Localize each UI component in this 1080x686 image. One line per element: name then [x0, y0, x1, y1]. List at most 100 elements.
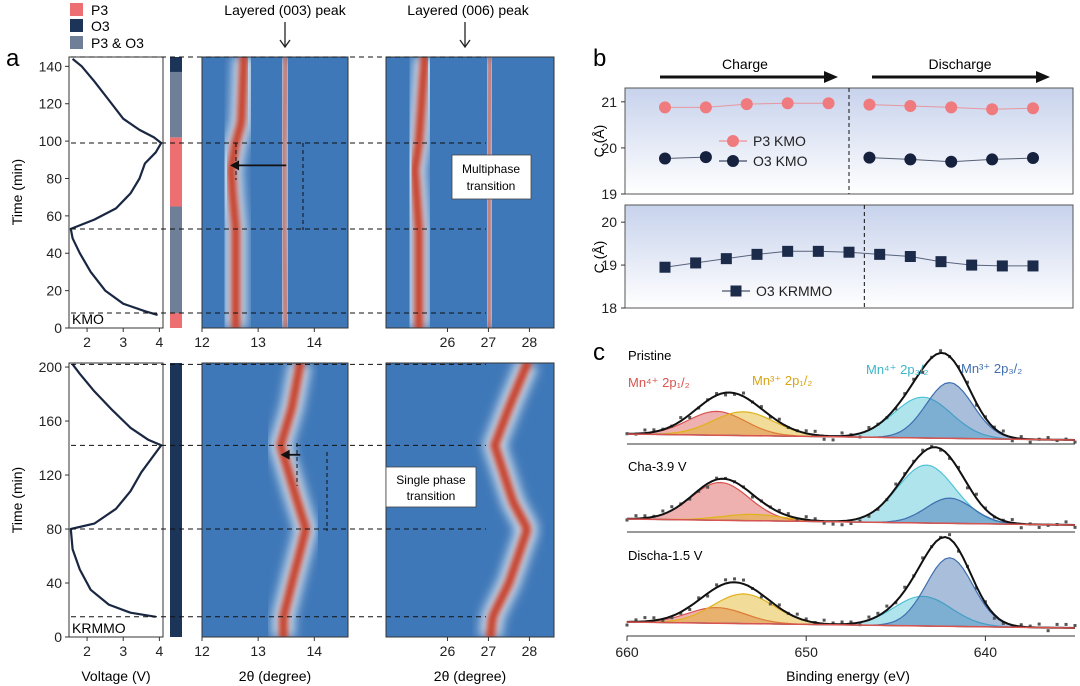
x-tick-label: 14: [307, 643, 323, 659]
legend-label: P3 KMO: [753, 133, 806, 149]
xps-data-point: [661, 509, 665, 513]
x-tick-label: 26: [440, 643, 456, 659]
xps-state-discharge: Discha-1.5 V: [628, 548, 703, 563]
voltage-xlabel: Voltage (V): [81, 668, 150, 684]
xps-data-point: [939, 349, 943, 353]
discharge-label: Discharge: [928, 56, 991, 72]
data-point: [935, 256, 947, 268]
xps-data-point: [885, 604, 889, 608]
xps-data-point: [948, 533, 952, 537]
data-point: [699, 101, 712, 114]
legend-label-p3-o3: P3 & O3: [91, 35, 144, 51]
down-arrow-icon: [459, 22, 471, 49]
xps-data-point: [777, 417, 781, 421]
y-tick-label: 19: [601, 257, 617, 273]
data-point: [843, 246, 855, 258]
peak-003-title: Layered (003) peak: [224, 2, 346, 18]
xps-data-point: [939, 448, 943, 452]
x-tick-label: 4: [155, 643, 163, 659]
data-point: [740, 98, 753, 111]
peak-trace: [276, 363, 310, 637]
xps-data-point: [822, 618, 826, 622]
multiphase-line-1: Multiphase: [462, 162, 520, 176]
xps-data-point: [741, 578, 745, 582]
xps-data-point: [804, 617, 808, 621]
y-tick-label: 21: [601, 94, 617, 110]
xps-baseline: [626, 621, 1076, 629]
data-point: [699, 151, 712, 164]
xps-data-point: [1010, 624, 1014, 628]
ylabel-bottom: Time (min): [9, 467, 25, 533]
x-tick-label: 640: [974, 644, 998, 660]
x-tick-label: 660: [615, 644, 639, 660]
shift-arrow-head: [280, 449, 290, 460]
data-point: [1027, 260, 1039, 272]
xps-data-point: [974, 492, 978, 496]
xps-data-point: [903, 392, 907, 396]
data-point: [690, 257, 702, 269]
xps-data-point: [634, 514, 638, 518]
data-point: [986, 153, 999, 166]
charge-label: Charge: [722, 56, 768, 72]
y-tick-label: 80: [46, 521, 62, 537]
data-point: [945, 101, 958, 114]
y-tick-label: 20: [601, 214, 617, 230]
xps-data-point: [813, 517, 817, 521]
x-tick-label: 28: [522, 643, 538, 659]
data-point: [904, 153, 917, 166]
data-point: [966, 259, 978, 271]
down-arrow-icon: [279, 22, 291, 49]
y-tick-label: 160: [39, 413, 63, 429]
data-point: [863, 98, 876, 111]
xps-data-point: [634, 618, 638, 622]
y-tick-label: 80: [46, 170, 62, 186]
xps-data-point: [688, 607, 692, 611]
xps-data-point: [849, 620, 853, 624]
y-tick-label: 140: [39, 58, 63, 74]
data-point: [781, 97, 794, 110]
xps-data-point: [795, 518, 799, 522]
xps-data-point: [840, 620, 844, 624]
xps-data-point: [1064, 520, 1068, 524]
data-point: [659, 261, 671, 273]
data-point: [659, 101, 671, 114]
y-tick-label: 120: [39, 467, 63, 483]
xps-data-point: [697, 596, 701, 600]
xps-data-point: [831, 621, 835, 625]
xps-data-point: [652, 428, 656, 432]
xps-data-point: [777, 603, 781, 607]
peak-trace: [281, 57, 289, 328]
xps-data-point: [921, 556, 925, 560]
data-point: [1027, 152, 1039, 165]
x-tick-label: 26: [440, 334, 456, 350]
xps-data-point: [643, 514, 647, 518]
phase-bar-segment: [170, 71, 182, 138]
xps-data-point: [921, 370, 925, 374]
xps-data-point: [1073, 623, 1077, 627]
xps-data-point: [867, 426, 871, 430]
xps-data-point: [1073, 525, 1077, 529]
x-tick-label: 3: [119, 643, 127, 659]
y-tick-label: 100: [39, 133, 63, 149]
xps-data-point: [768, 415, 772, 419]
xps-data-point: [822, 521, 826, 525]
xps-data-point: [1010, 518, 1014, 522]
xps-data-point: [733, 392, 737, 396]
phase-bar-segment: [170, 206, 182, 314]
theta-003-xlabel: 2θ (degree): [239, 668, 311, 684]
xps-data-point: [840, 523, 844, 527]
xps-data-point: [822, 437, 826, 441]
xps-data-point: [1055, 622, 1059, 626]
xps-data-point: [1064, 622, 1068, 626]
data-point: [659, 152, 671, 165]
xps-data-point: [706, 485, 710, 489]
x-tick-label: 14: [307, 334, 323, 350]
xps-data-point: [858, 519, 862, 523]
xps-data-point: [688, 416, 692, 420]
y-tick-label: 0: [54, 629, 62, 645]
voltage-curve: [69, 363, 163, 618]
xps-data-point: [679, 416, 683, 420]
xps-data-point: [768, 602, 772, 606]
voltage-axes-frame: [68, 56, 164, 329]
phase-bar-segment: [170, 137, 182, 207]
